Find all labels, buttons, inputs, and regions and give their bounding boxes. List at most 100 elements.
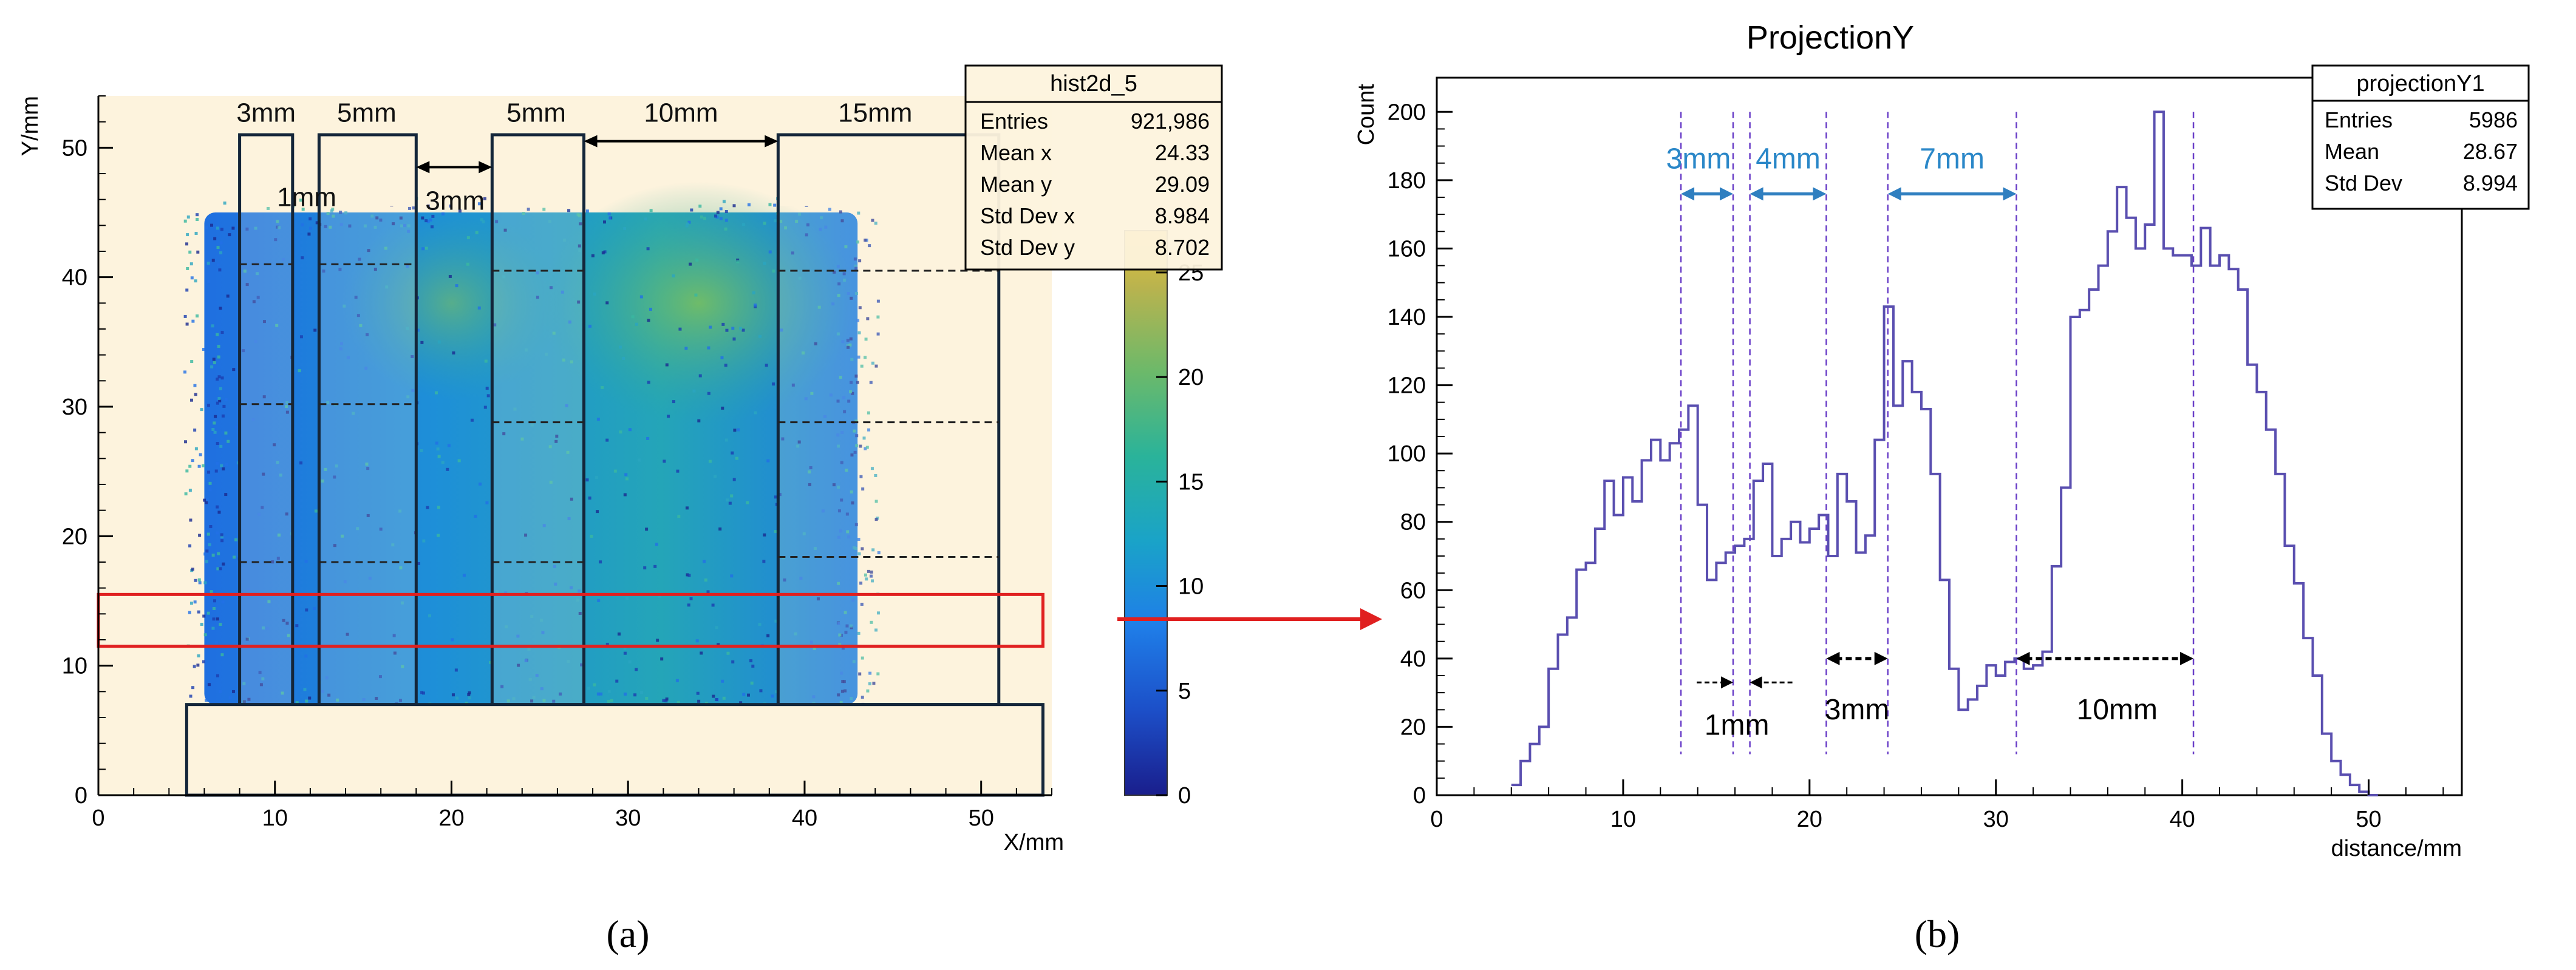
heatmap-speckle	[813, 546, 817, 550]
heatmap-speckle	[208, 543, 211, 546]
heatmap-speckle	[868, 682, 871, 686]
heatmap-speckle	[779, 220, 783, 223]
heatmap-speckle	[203, 498, 206, 502]
heatmap-speckle	[216, 401, 219, 405]
heatmap-speckle	[486, 394, 490, 398]
heatmap-speckle	[407, 229, 411, 233]
heatmap-speckle	[696, 691, 700, 695]
heatmap-speckle	[193, 428, 197, 432]
heatmap-speckle	[493, 323, 497, 327]
heatmap-speckle	[548, 220, 552, 223]
heatmap-speckle	[649, 209, 653, 212]
heatmap-speckle	[379, 527, 383, 531]
heatmap-speckle	[191, 319, 195, 323]
heatmap-speckle	[474, 515, 477, 518]
stats-a-row-value: 24.33	[1155, 140, 1210, 165]
heatmap-speckle	[859, 582, 863, 585]
heatmap-speckle	[295, 701, 299, 705]
heatmap-speckle	[730, 494, 734, 498]
heatmap-speckle	[854, 419, 858, 423]
heatmap-speckle	[754, 411, 757, 415]
width-arrow-head	[1813, 187, 1827, 201]
heatmap-speckle	[185, 242, 189, 246]
heatmap-speckle	[221, 414, 225, 418]
heatmap-speckle	[304, 560, 308, 563]
gap-arrow-head	[2180, 651, 2194, 665]
heatmap-speckle	[346, 356, 350, 359]
heatmap-speckle	[840, 461, 843, 464]
heatmap-speckle	[526, 208, 530, 211]
heatmap-speckle	[416, 328, 420, 332]
heatmap-speckle	[373, 268, 377, 271]
stats-a-row-label: Mean x	[980, 140, 1052, 165]
heatmap-speckle	[216, 246, 220, 249]
heatmap-speckle	[823, 415, 827, 418]
heatmap-speckle	[420, 341, 424, 344]
heatmap-speckle	[860, 364, 864, 368]
heatmap-speckle	[205, 699, 208, 702]
heatmap-speckle	[857, 631, 860, 635]
heatmap-speckle	[468, 691, 471, 694]
heatmap-speckle	[874, 364, 878, 368]
heatmap-speckle	[839, 700, 843, 704]
heatmap-speckle	[603, 250, 607, 254]
gap-arrow-head	[1826, 651, 1840, 665]
heatmap-speckle	[524, 348, 528, 352]
heatmap-speckle	[228, 696, 232, 700]
heatmap-speckle	[326, 401, 330, 404]
heatmap-speckle	[848, 343, 852, 347]
heatmap-speckle	[726, 651, 730, 655]
heatmap-speckle	[864, 447, 867, 450]
heatmap-speckle	[434, 391, 438, 395]
heatmap-speckle	[356, 314, 360, 317]
x-tick-label-a: 20	[438, 806, 464, 831]
bottom-block-rect	[185, 703, 1044, 797]
heatmap-speckle	[732, 337, 736, 341]
heatmap-speckle	[207, 404, 211, 407]
heatmap-speckle	[628, 428, 632, 432]
heatmap-speckle	[578, 611, 582, 615]
heatmap-speckle	[622, 356, 625, 360]
heatmap-speckle	[530, 699, 534, 703]
heatmap-speckle	[842, 680, 846, 683]
heatmap-speckle	[700, 215, 703, 219]
heatmap-speckle	[849, 337, 853, 341]
heatmap-speckle	[566, 450, 570, 454]
heatmap-speckle	[232, 368, 236, 371]
heatmap-speckle	[285, 410, 289, 414]
heatmap-speckle	[850, 624, 853, 628]
heatmap-speckle	[829, 393, 833, 397]
heatmap-speckle	[686, 222, 689, 226]
heatmap-speckle	[219, 251, 223, 254]
heatmap-speckle	[857, 538, 860, 541]
heatmap-speckle	[739, 327, 743, 330]
heatmap-speckle	[451, 693, 455, 697]
heatmap-speckle	[735, 456, 738, 460]
heatmap-speckle	[837, 535, 841, 539]
gap-label: 3mm	[1825, 694, 1890, 726]
heatmap-speckle	[721, 322, 725, 326]
heatmap-speckle	[619, 345, 622, 349]
heatmap-speckle	[211, 324, 214, 328]
heatmap-speckle	[325, 676, 329, 680]
heatmap-speckle	[255, 272, 259, 276]
heatmap-speckle	[857, 355, 860, 359]
heatmap-speckle	[837, 294, 840, 297]
heatmap-speckle	[528, 677, 532, 681]
heatmap-speckle	[843, 611, 847, 614]
heatmap-speckle	[385, 285, 389, 289]
heatmap-speckle	[299, 461, 303, 465]
heatmap-speckle	[384, 246, 387, 250]
heatmap-speckle	[210, 365, 214, 368]
heatmap-speckle	[313, 607, 316, 611]
heatmap-speckle	[837, 282, 841, 286]
heatmap-speckle	[339, 347, 342, 351]
y-tick-label-b: 60	[1400, 578, 1426, 603]
heatmap-speckle	[245, 283, 249, 287]
heatmap-speckle	[185, 288, 189, 292]
heatmap-speckle	[378, 675, 382, 679]
heatmap-speckle	[672, 400, 676, 404]
heatmap-speckle	[365, 463, 369, 466]
heatmap-speckle	[339, 342, 343, 345]
